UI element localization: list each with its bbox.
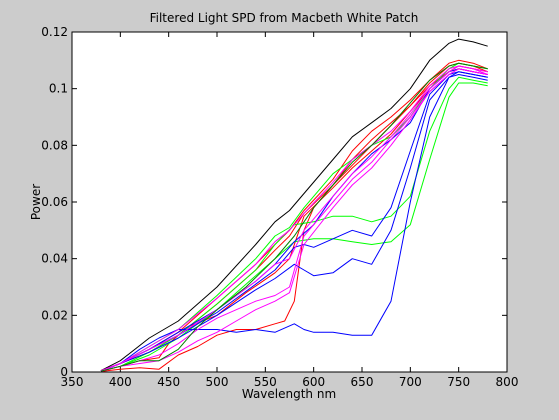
- x-tick-label: 700: [399, 375, 422, 389]
- x-tick-label: 500: [206, 375, 229, 389]
- y-tick-label: 0.1: [49, 82, 68, 96]
- x-tick-label: 650: [351, 375, 374, 389]
- series-line-1: [100, 38, 488, 372]
- x-axis-label: Wavelength nm: [242, 387, 336, 401]
- x-tick-label: 800: [496, 375, 519, 389]
- y-tick-label: 0.12: [41, 25, 68, 39]
- series-line-14: [100, 65, 488, 372]
- series-line-11: [100, 74, 488, 372]
- series-line-17: [100, 62, 488, 372]
- x-tick-label: 600: [302, 375, 325, 389]
- plot-area: [72, 32, 507, 372]
- axis-ticks: 350 400 450 500 550 600 650 700 750 800 0 0.02 0.04 0…: [41, 25, 518, 389]
- x-tick-label: 750: [447, 375, 470, 389]
- x-tick-label: 400: [109, 375, 132, 389]
- y-tick-label: 0.08: [41, 138, 68, 152]
- y-tick-label: 0.02: [41, 308, 68, 322]
- y-axis-label: Power: [29, 184, 43, 220]
- plot-frame: [71, 31, 508, 373]
- y-tick-label: 0: [60, 365, 68, 379]
- series-line-13: [100, 65, 488, 372]
- x-tick-label: 550: [254, 375, 277, 389]
- series-lines: [100, 38, 488, 372]
- x-tick-label: 350: [61, 375, 84, 389]
- x-tick-label: 450: [157, 375, 180, 389]
- y-tick-label: 0.04: [41, 252, 68, 266]
- y-tick-label: 0.06: [41, 195, 68, 209]
- series-line-16: [100, 68, 488, 372]
- series-line-12: [100, 71, 488, 372]
- chart-title: Filtered Light SPD from Macbeth White Pa…: [150, 11, 419, 25]
